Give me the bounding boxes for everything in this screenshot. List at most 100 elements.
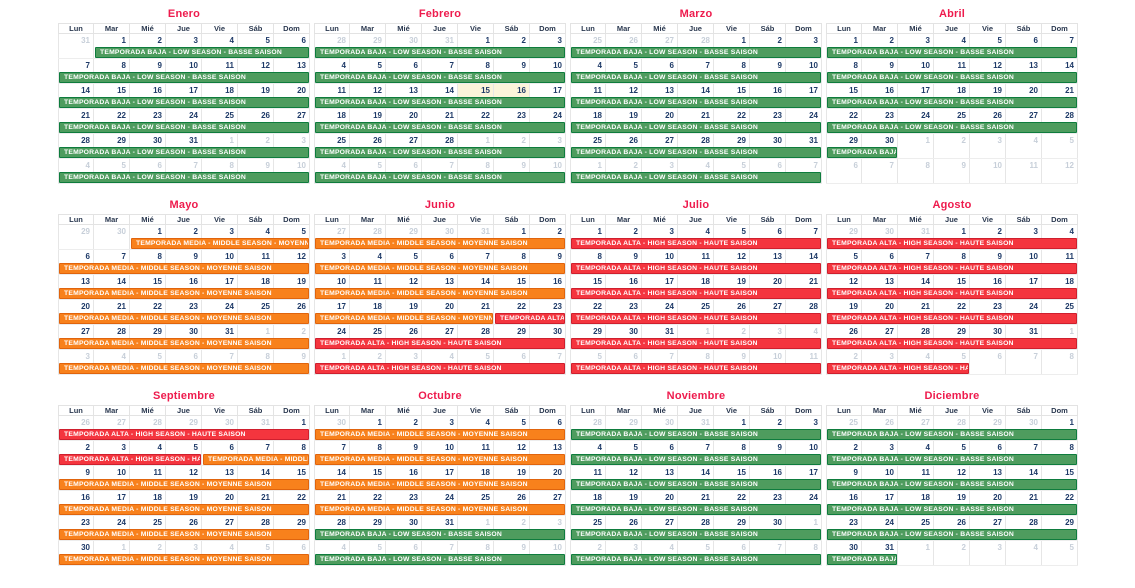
day-header-cell: Sáb xyxy=(494,215,530,224)
day-number: 21 xyxy=(445,111,454,120)
day-cell: 12 xyxy=(934,466,970,490)
day-header-cell: Dom xyxy=(786,215,822,224)
day-number: 11 xyxy=(1029,161,1038,170)
week-row: 7 8 9 10 11 12 13 TEMPORADA BAJA - LOW SEASON -… xyxy=(58,59,310,84)
day-number: 4 xyxy=(265,227,270,236)
day-number: 25 xyxy=(225,111,234,120)
day-cell: 16 xyxy=(494,84,530,108)
season-band-baja: TEMPORADA BAJA - LOW SEASON - BASSE SAIS… xyxy=(827,529,1077,540)
day-number: 25 xyxy=(921,518,930,527)
day-cell: 16 xyxy=(750,466,786,490)
day-header-cell: Mié xyxy=(386,406,422,415)
day-number: 10 xyxy=(225,252,234,261)
day-number: 3 xyxy=(997,136,1002,145)
day-number: 7 xyxy=(813,161,818,170)
day-cell: 17 xyxy=(862,491,898,515)
day-cell: 5 xyxy=(350,159,386,183)
week-row: 30 1 2 3 4 5 6 TEMPORADA MEDIA - MIDDLE SEASON … xyxy=(314,416,566,441)
day-number: 30 xyxy=(117,227,126,236)
day-header-cell: Dom xyxy=(274,406,310,415)
day-cell: 22 xyxy=(458,109,494,133)
week-row: 23 24 25 26 27 28 29 TEMPORADA MEDIA - MIDDLE S… xyxy=(58,516,310,541)
day-number: 12 xyxy=(957,468,966,477)
week-row: 29 30 1 2 3 4 5 TEMPORADA MEDIA - MIDDLE SEASON… xyxy=(58,225,310,250)
day-cell: 20 xyxy=(642,491,678,515)
season-band-alta: TEMPORADA ALTA - HIGH SEASON - HAUTE SAI… xyxy=(827,338,1077,349)
day-header-cell: Jue xyxy=(166,406,202,415)
day-number: 16 xyxy=(885,86,894,95)
day-cell: 10 xyxy=(898,59,934,83)
week-row: 16 17 18 19 20 21 22 TEMPORADA BAJA - LOW SEASO… xyxy=(826,491,1078,516)
day-cell: 16 xyxy=(386,466,422,490)
week-row: 7 8 9 10 11 12 13 TEMPORADA MEDIA - MIDDLE SEAS… xyxy=(314,441,566,466)
day-cell: 2 xyxy=(386,416,422,440)
day-cell: 7 xyxy=(422,59,458,83)
week-row: 8 9 10 11 12 13 14 TEMPORADA BAJA - LOW SEASON … xyxy=(826,59,1078,84)
day-number: 22 xyxy=(593,302,602,311)
day-cell: 18 xyxy=(934,84,970,108)
day-number: 15 xyxy=(458,84,493,97)
day-number: 8 xyxy=(265,352,270,361)
day-cell: 6 xyxy=(714,541,750,565)
day-cell: 3 xyxy=(58,350,94,374)
day-number: 22 xyxy=(517,302,526,311)
day-number: 23 xyxy=(189,302,198,311)
day-number: 5 xyxy=(377,161,382,170)
day-cell: 2 xyxy=(714,325,750,349)
day-cell: 7 xyxy=(786,225,822,249)
day-number: 5 xyxy=(741,161,746,170)
day-cell: 30 xyxy=(422,225,458,249)
day-header-cell: Dom xyxy=(274,24,310,33)
month-marzo: Marzo Lun Mar Mié Jue Vie Sáb Dom 25 26 27 28 1 2 3 TEM… xyxy=(570,8,822,184)
day-cell: 30 xyxy=(386,34,422,58)
day-cell: 1 xyxy=(898,541,934,565)
day-cell: 8 xyxy=(494,250,530,274)
day-number: 11 xyxy=(261,252,270,261)
season-band-baja: TEMPORADA BAJA - LOW SEASON - BASSE SAIS… xyxy=(571,529,821,540)
day-cell: 28 xyxy=(678,516,714,540)
day-cell: 16 xyxy=(130,84,166,108)
day-cell: 11 xyxy=(1042,250,1078,274)
day-cell: 24 xyxy=(202,300,238,324)
week-row: 20 21 22 23 24 25 26 TEMPORADA MEDIA - MIDDLE S… xyxy=(58,300,310,325)
day-number: 4 xyxy=(341,61,346,70)
day-cell: 27 xyxy=(642,134,678,158)
day-number: 14 xyxy=(261,468,270,477)
day-number: 11 xyxy=(593,468,602,477)
day-header-cell: Vie xyxy=(202,24,238,33)
day-number: 21 xyxy=(701,493,710,502)
day-number: 29 xyxy=(297,518,306,527)
day-cell: 3 xyxy=(314,250,350,274)
day-cell: 7 xyxy=(786,159,822,183)
day-number: 1 xyxy=(925,136,930,145)
season-band-media: TEMPORADA MEDIA - MIDDLE SEASON - MOYENN… xyxy=(315,454,565,465)
day-cell: 21 xyxy=(678,491,714,515)
day-number: 19 xyxy=(189,493,198,502)
day-number: 1 xyxy=(377,418,382,427)
day-cell: 1 xyxy=(314,350,350,374)
day-number: 27 xyxy=(409,136,418,145)
season-band-media: TEMPORADA MEDIA - MIDDLE SEASON - MOYENN… xyxy=(59,363,309,374)
day-cell: 17 xyxy=(786,466,822,490)
day-cell: 7 xyxy=(422,541,458,565)
day-number: 8 xyxy=(741,443,746,452)
season-band-media: TEMPORADA MEDIA - MIDDLE SEASON - MOYENN… xyxy=(59,288,309,299)
day-number: 28 xyxy=(921,327,930,336)
day-number: 30 xyxy=(553,327,562,336)
day-cell: 11 xyxy=(570,84,606,108)
day-header-cell: Mié xyxy=(898,215,934,224)
season-band-baja: TEMPORADA BAJA - LOW SEASON - BASSE SAIS… xyxy=(571,47,821,58)
season-band-media: TEMPORADA MEDIA - MIDDLE SEASON - MOYENN… xyxy=(315,429,565,440)
season-band-alta: TEMPORADA ALTA - HIGH SEASON - HAUT.. xyxy=(59,454,201,465)
day-cell: 5 xyxy=(350,541,386,565)
day-number: 23 xyxy=(849,518,858,527)
day-number: 14 xyxy=(481,277,490,286)
day-cell: 31 xyxy=(58,34,94,58)
day-number: 4 xyxy=(597,61,602,70)
day-number: 9 xyxy=(961,161,966,170)
day-number: 17 xyxy=(445,468,454,477)
day-cell: 8 xyxy=(934,250,970,274)
day-number: 24 xyxy=(445,493,454,502)
day-cell: 28 xyxy=(58,134,94,158)
day-number: 26 xyxy=(849,327,858,336)
